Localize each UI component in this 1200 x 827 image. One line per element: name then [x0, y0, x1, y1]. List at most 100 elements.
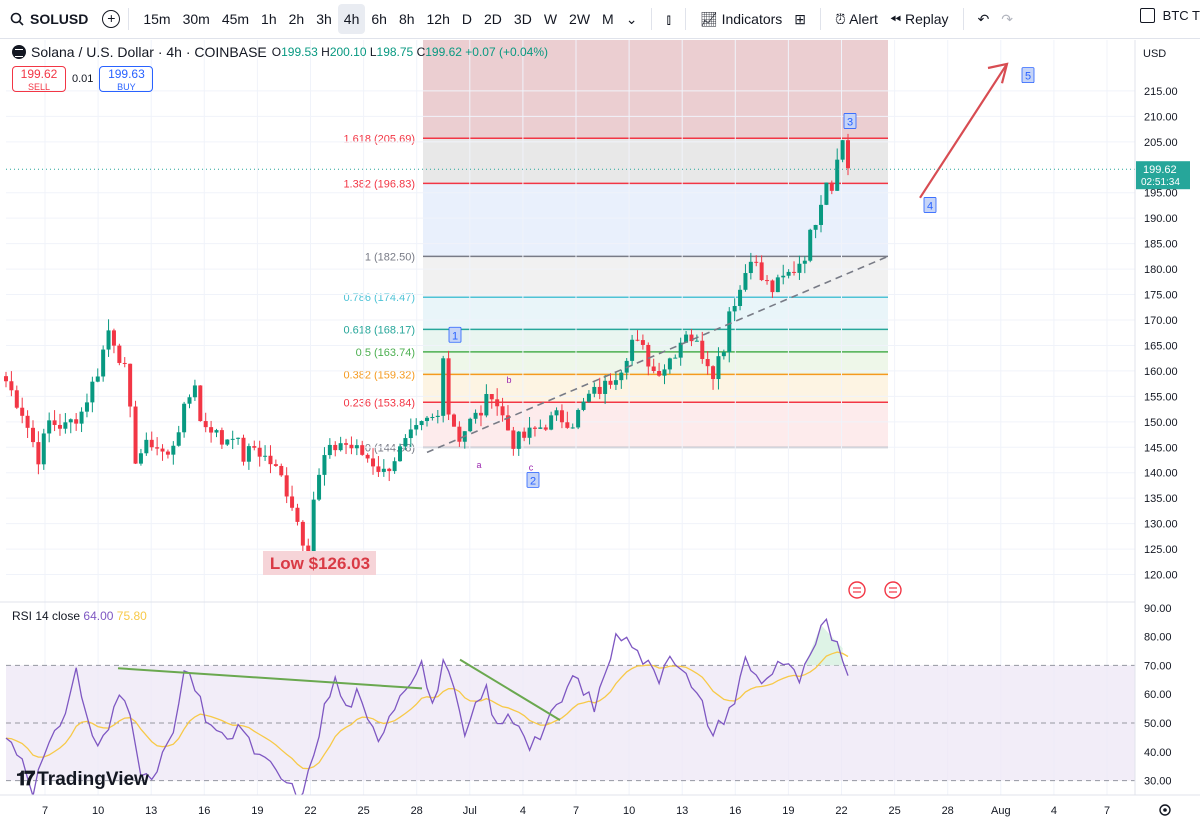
interval-m[interactable]: M: [602, 11, 614, 27]
interval-15m[interactable]: 15m: [143, 11, 171, 27]
candle-body: [138, 453, 143, 464]
time-tick-label: 7: [1104, 805, 1110, 817]
interval-1h[interactable]: 1h: [261, 11, 277, 27]
elliott-wave-box: [923, 197, 937, 213]
alert-button[interactable]: ⏰︎ Alert: [829, 4, 884, 34]
interval-3h[interactable]: 3h: [316, 11, 332, 27]
candle-body: [79, 411, 84, 424]
buy-button[interactable]: 199.63 BUY: [99, 66, 154, 92]
elliott-wave-label: 3: [847, 116, 853, 128]
candle-body: [446, 358, 451, 415]
price-tick-label: 135.00: [1144, 493, 1178, 505]
candle-body: [246, 446, 251, 462]
candle-body: [36, 442, 41, 465]
interval-2w[interactable]: 2W: [569, 11, 591, 27]
interval-6h[interactable]: 6h: [371, 11, 387, 27]
rsi-tick-label: 40.00: [1144, 747, 1172, 759]
candle-body: [354, 445, 359, 449]
fib-zone: [423, 402, 888, 448]
fullscreen-box-icon[interactable]: [1139, 8, 1155, 23]
candle-body: [846, 140, 850, 169]
interval-45m[interactable]: 45m: [221, 11, 250, 27]
candle-body: [90, 381, 95, 403]
legend-close: 199.62: [425, 45, 462, 59]
candle-body: [500, 406, 505, 416]
indicators-button[interactable]: 📈︎ Indicators: [694, 4, 788, 34]
elliott-wave-box: [526, 471, 540, 488]
price-tick-label: 150.00: [1144, 417, 1178, 429]
right-symbol-label[interactable]: BTC T: [1162, 8, 1200, 23]
candle-body: [559, 410, 564, 423]
interval-30m[interactable]: 30m: [182, 11, 210, 27]
interval-d[interactable]: D: [461, 11, 472, 27]
time-tick-label: 4: [520, 805, 526, 817]
symbol-search[interactable]: SOLUSD: [0, 11, 102, 27]
compare-plus-icon[interactable]: +: [102, 10, 121, 28]
currency-label[interactable]: USD: [1143, 48, 1166, 60]
candle-body: [527, 427, 532, 438]
candle-body: [128, 363, 133, 407]
economic-event-flag-icon[interactable]: [884, 581, 902, 599]
settings-gear-icon[interactable]: [1159, 804, 1171, 816]
interval-2h[interactable]: 2h: [288, 11, 305, 27]
layouts-grid-icon[interactable]: ⊞: [794, 11, 807, 27]
elliott-wave-label: 4: [927, 200, 933, 212]
candle-body: [290, 496, 295, 508]
fib-level-label: 0.618 (168.17): [343, 324, 415, 336]
indicators-label: Indicators: [721, 11, 783, 27]
undo-icon[interactable]: ↶: [977, 11, 990, 27]
candle-body: [451, 414, 456, 427]
redo-icon[interactable]: ↷: [1001, 11, 1014, 27]
price-tick-label: 185.00: [1144, 239, 1178, 251]
candle-body: [381, 468, 386, 472]
trade-panel: 199.62 SELL 0.01 199.63 BUY: [12, 66, 154, 92]
alert-clock-icon: ⏰︎: [835, 11, 846, 27]
price-tick-label: 180.00: [1144, 264, 1178, 276]
candle-body: [808, 229, 813, 261]
price-tick-label: 125.00: [1144, 544, 1178, 556]
time-tick-label: 19: [251, 805, 263, 817]
candle-body: [273, 464, 278, 466]
elliott-wave-box: [1021, 67, 1035, 84]
projection-arrow-line: [919, 64, 1007, 199]
interval-dropdown-chevron-icon[interactable]: ⌄: [625, 11, 638, 27]
replay-button[interactable]: ⏪︎ Replay: [884, 4, 955, 34]
fib-level-label: 1 (182.50): [365, 251, 415, 263]
interval-2d[interactable]: 2D: [484, 11, 502, 27]
candle-body: [52, 420, 57, 425]
legend-ohlc: O199.53 H200.10 L198.75 C199.62 +0.07 (+…: [271, 45, 549, 59]
last-price-tag: [1136, 161, 1190, 190]
candle-body: [770, 280, 775, 293]
candle-body: [570, 427, 575, 429]
chart-type-candles-icon[interactable]: ⫾: [666, 11, 671, 27]
candle-body: [667, 358, 672, 370]
time-tick-label: 13: [145, 805, 157, 817]
candle-body: [209, 427, 214, 433]
candle-body: [511, 430, 516, 449]
rsi-ma-value: 75.80: [116, 609, 147, 623]
time-axis-bg: [0, 795, 1200, 827]
watermark-text: TradingView: [37, 768, 149, 790]
fib-level-label: 0 (144.98): [365, 442, 415, 454]
interval-8h[interactable]: 8h: [398, 11, 415, 27]
rsi-tick-label: 70.00: [1144, 660, 1172, 672]
interval-4h[interactable]: 4h: [337, 4, 366, 34]
candle-body: [495, 399, 500, 407]
candle-body: [425, 417, 429, 422]
candle-body: [344, 443, 349, 445]
rsi-divergence-line: [459, 658, 561, 721]
candle-body: [257, 447, 262, 457]
candle-body: [743, 273, 748, 290]
candle-body: [613, 380, 618, 385]
interval-w[interactable]: W: [543, 11, 558, 27]
interval-3d[interactable]: 3D: [513, 11, 532, 27]
alert-label: Alert: [849, 11, 878, 27]
candle-body: [387, 468, 392, 472]
sell-button[interactable]: 199.62 SELL: [12, 66, 66, 92]
fib-zone: [423, 297, 888, 330]
candle-body: [586, 393, 591, 402]
interval-12h[interactable]: 12h: [426, 11, 450, 27]
economic-event-flag-icon[interactable]: [848, 581, 866, 599]
time-tick-label: 22: [304, 805, 316, 817]
